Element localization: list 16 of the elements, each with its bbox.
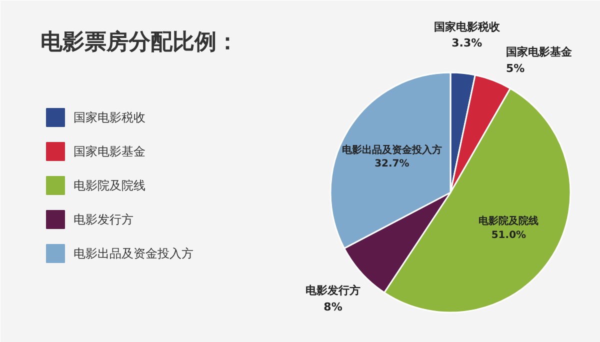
- data-label: 32.7%: [374, 158, 410, 170]
- legend-label: 电影院及院线: [74, 178, 146, 192]
- legend-label: 国家电影税收: [74, 110, 146, 124]
- slice-label: 电影出品及资金投入方: [342, 144, 442, 156]
- legend-label: 电影出品及资金投入方: [74, 246, 194, 260]
- legend-label: 电影发行方: [74, 212, 134, 226]
- data-label: 5%: [506, 62, 525, 75]
- legend-label: 国家电影基金: [74, 144, 146, 158]
- data-label: 8%: [324, 300, 342, 314]
- slice-label: 电影院及院线: [478, 215, 539, 228]
- slice-label: 国家电影税收: [434, 20, 501, 34]
- data-label: 3.3%: [452, 36, 482, 50]
- slice-label: 国家电影基金: [506, 46, 573, 59]
- chart-title: 电影票房分配比例：: [40, 29, 238, 55]
- slice-label: 电影发行方: [306, 284, 361, 298]
- data-label: 51.0%: [491, 230, 526, 241]
